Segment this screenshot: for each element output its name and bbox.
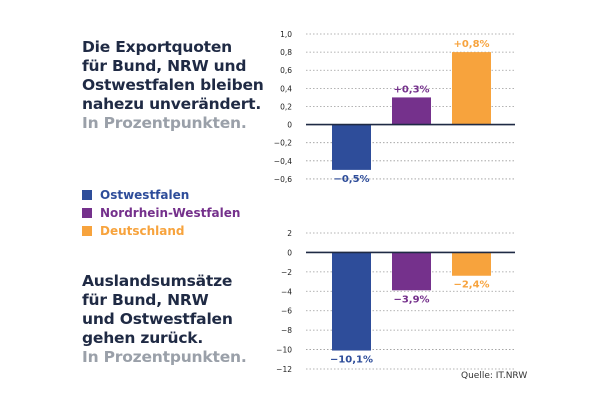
- bar-ostwestfalen: [332, 252, 371, 351]
- data-label: −3,9%: [393, 294, 429, 305]
- legend-swatch-deutschland: [82, 226, 92, 236]
- y-tick-label: −0,6: [274, 175, 292, 184]
- legend-label-deutschland: Deutschland: [100, 224, 185, 238]
- headline-export-unit: In Prozentpunkten.: [82, 114, 247, 132]
- y-tick-label: −4: [281, 287, 292, 296]
- y-tick-label: 0,8: [280, 48, 292, 57]
- y-tick-label: −6: [281, 307, 292, 316]
- y-tick-label: 2: [287, 229, 292, 238]
- legend-swatch-nrw: [82, 208, 92, 218]
- legend-item-nrw: Nordrhein-Westfalen: [82, 204, 240, 222]
- y-tick-label: 1,0: [280, 30, 292, 39]
- bar-ostwestfalen: [332, 124, 371, 170]
- data-label: +0,8%: [453, 39, 489, 50]
- y-tick-label: −2: [281, 268, 292, 277]
- y-tick-label: −8: [281, 326, 292, 335]
- legend-item-deutschland: Deutschland: [82, 222, 240, 240]
- legend-item-ostwestfalen: Ostwestfalen: [82, 186, 240, 204]
- headline-export-quotas: Die Exportquoten für Bund, NRW und Ostwe…: [82, 38, 264, 133]
- headline-sales-unit: In Prozentpunkten.: [82, 348, 247, 366]
- bar-nordrhein-westfalen: [392, 97, 431, 125]
- headline-export-line-1: Die Exportquoten: [82, 38, 233, 56]
- y-tick-label: 0,2: [280, 102, 292, 111]
- chart-2: 2 0 −2 −4 −6 −8 −10 −12 −10,1% −3,9% −2,4%: [276, 229, 515, 374]
- data-label: −0,5%: [333, 174, 369, 185]
- headline-sales-line-4: gehen zurück.: [82, 329, 204, 347]
- chart-legend: Ostwestfalen Nordrhein-Westfalen Deutsch…: [82, 186, 240, 240]
- legend-swatch-ostwestfalen: [82, 190, 92, 200]
- chart-1: 1,0 0,8 0,6 0,4 0,2 0 −0,2 −0,4 −0,6 −0,5% +0,3% +0…: [274, 30, 515, 185]
- headline-export-line-3: Ostwestfalen bleiben: [82, 76, 264, 94]
- headline-export-line-4: nahezu unverändert.: [82, 95, 262, 113]
- headline-sales-line-3: und Ostwestfalen: [82, 310, 233, 328]
- legend-label-nrw: Nordrhein-Westfalen: [100, 206, 241, 220]
- bar-nordrhein-westfalen: [392, 252, 431, 291]
- headline-sales-line-1: Auslandsumsätze: [82, 272, 233, 290]
- headline-sales-line-2: für Bund, NRW: [82, 291, 209, 309]
- data-label: −2,4%: [453, 280, 489, 291]
- y-tick-label: 0: [287, 248, 292, 257]
- data-label: −10,1%: [330, 355, 373, 366]
- y-tick-label: 0,4: [280, 84, 292, 93]
- y-tick-label: −10: [276, 346, 292, 355]
- y-tick-label: −0,2: [274, 139, 292, 148]
- source-note: Quelle: IT.NRW: [461, 371, 528, 381]
- headline-foreign-sales: Auslandsumsätze für Bund, NRW und Ostwes…: [82, 272, 247, 367]
- bar-deutschland: [452, 252, 491, 276]
- y-tick-label: −12: [276, 365, 292, 374]
- data-label: +0,3%: [393, 84, 429, 95]
- y-tick-label: −0,4: [274, 157, 292, 166]
- y-tick-label: 0,6: [280, 66, 292, 75]
- headline-export-line-2: für Bund, NRW und: [82, 57, 247, 75]
- bar-deutschland: [452, 52, 491, 125]
- legend-label-ostwestfalen: Ostwestfalen: [100, 188, 190, 202]
- y-tick-label: 0: [287, 121, 292, 130]
